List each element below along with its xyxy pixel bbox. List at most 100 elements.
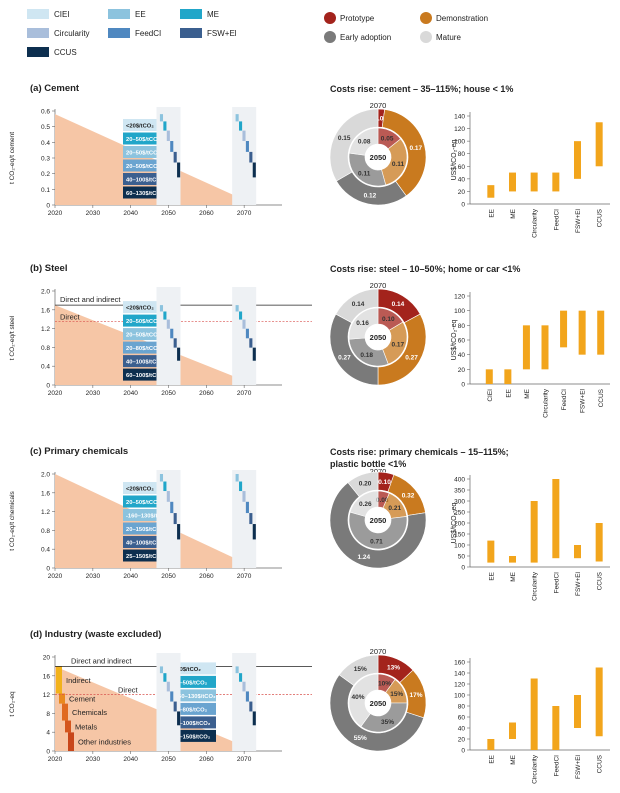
cost-box: [170, 689, 216, 702]
cost-label: 20–50$/tCO₂: [126, 333, 161, 339]
donut-year-outer: 2070: [370, 467, 387, 476]
cost-range-bar: [522, 325, 530, 370]
cost-range-bar: [509, 556, 516, 563]
step-bar: [170, 501, 174, 514]
legend-label: FeedCI: [135, 29, 161, 38]
maturity-label: Early adoption: [340, 33, 391, 42]
cost-label: 20–80$/tCO₂: [173, 707, 208, 713]
legend-swatch: [27, 47, 49, 57]
bar-y-tick-label: 100: [454, 308, 465, 315]
bar-y-tick-label: 0: [461, 748, 465, 755]
y-axis-label: t CO₂-eq: [9, 691, 16, 717]
bar-category-label: FSW+El: [580, 388, 587, 413]
bar-y-tick-label: 80: [458, 323, 466, 330]
y-tick-label: 0.4: [41, 547, 50, 554]
cost-label: 20–50$/tCO₂: [126, 164, 161, 170]
cost-range-bar: [504, 369, 512, 384]
step-bar: [177, 524, 181, 540]
y-tick-label: 12: [43, 692, 51, 699]
bar-category-label: CCUS: [598, 388, 605, 407]
cost-range-bar: [552, 172, 560, 192]
cost-label: 25–150$/tCO₂: [173, 734, 211, 740]
y-tick-label: 0.5: [41, 124, 50, 131]
donut-label: 13%: [387, 665, 400, 672]
cost-label: -160–130$/tCO₂: [126, 514, 169, 520]
step-bar: [235, 305, 239, 312]
bar-y-tick-label: 0: [461, 382, 465, 389]
bar-y-tick-label: 120: [454, 682, 465, 689]
bar-y-tick-label: 250: [454, 510, 465, 517]
bar-category-label: EE: [505, 388, 512, 397]
cost-range-bar: [597, 310, 605, 355]
legend-label: ME: [207, 10, 219, 19]
donut-slice: [329, 674, 425, 752]
donut-label: 35%: [381, 719, 394, 726]
step-bar: [173, 701, 177, 712]
bar-y-tick-label: 350: [454, 488, 465, 495]
bar-y-tick-label: 120: [454, 294, 465, 301]
maturity-label: Demonstration: [436, 14, 488, 23]
y-axis-label: t CO₂-eq/t steel: [9, 315, 16, 360]
legend-swatch: [180, 9, 202, 19]
cost-range-bar: [530, 501, 538, 563]
bar-category-label: Circularity: [532, 208, 539, 238]
y-tick-label: 0: [46, 566, 50, 573]
legend-label: CCUS: [54, 48, 77, 57]
cost-box: [170, 716, 216, 729]
donut-slice: [348, 127, 379, 156]
legend-swatch: [180, 28, 202, 38]
step-bar: [252, 711, 256, 726]
donut-label: 15%: [390, 691, 403, 698]
bar-category-label: EE: [488, 571, 495, 580]
legend-swatch: [27, 9, 49, 19]
donut-hole: [365, 507, 391, 533]
bar-y-tick-label: 60: [458, 715, 466, 722]
bar-y-tick-label: 0: [461, 202, 465, 209]
bar-y-tick-label: 40: [458, 726, 466, 733]
step-bar: [177, 162, 181, 178]
donut-label: 55%: [354, 735, 367, 742]
x-tick-label: 2060: [199, 390, 214, 397]
emissions-wedge: [55, 666, 256, 751]
cost-label: 20–50$/tCO₂: [126, 319, 161, 325]
step-bar: [159, 474, 164, 482]
step-bar: [252, 162, 256, 178]
bar-category-label: FeedCI: [553, 572, 560, 594]
donut-label: 0.26: [359, 501, 372, 508]
x-tick-label: 2030: [86, 390, 101, 397]
step-bar: [173, 151, 177, 163]
step-bar: [242, 681, 246, 692]
cost-range-bar: [485, 369, 493, 384]
bar-y-tick-label: 100: [454, 543, 465, 550]
x-tick-label: 2060: [199, 756, 214, 763]
y-tick-label: 20: [43, 655, 51, 662]
donut-label: 0.17: [392, 341, 405, 348]
donut-label: 0.14: [392, 301, 405, 308]
step-bar: [245, 141, 249, 152]
x-tick-label: 2020: [48, 210, 63, 217]
bar-y-tick-label: 50: [458, 554, 466, 561]
donut-label: 0.14: [352, 301, 365, 308]
x-tick-label: 2030: [86, 210, 101, 217]
y-tick-label: 0.4: [41, 364, 50, 371]
donut-year-inner: 2050: [370, 516, 387, 525]
donut-label: 0.08: [358, 139, 371, 146]
donut-slice: [338, 654, 379, 686]
y-tick-label: 0.8: [41, 345, 50, 352]
step-bar: [235, 474, 239, 482]
donut-slice: [348, 673, 379, 727]
x-tick-label: 2020: [48, 756, 63, 763]
step-bar: [166, 491, 170, 502]
donut-slice: [329, 482, 427, 569]
step-bar: [163, 311, 167, 320]
cost-label: 40–100$/tCO₂: [126, 178, 164, 184]
bar-y-tick-label: 40: [458, 352, 466, 359]
cost-label: 60–130$/tCO₂: [126, 191, 164, 197]
x-tick-label: 2070: [237, 390, 252, 397]
step-bar: [163, 481, 167, 492]
y-tick-label: 1.6: [41, 490, 50, 497]
donut-label: 0.05: [381, 136, 394, 143]
x-tick-label: 2070: [237, 210, 252, 217]
y-tick-label: 8: [46, 711, 50, 718]
bar-category-label: ME: [510, 754, 517, 764]
